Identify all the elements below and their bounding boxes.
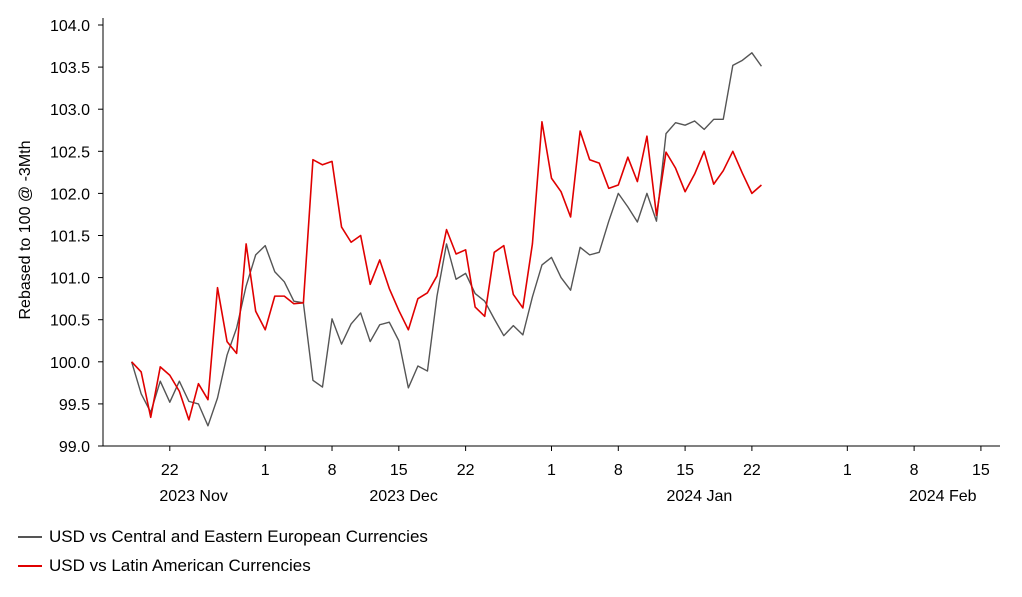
legend-label-latam: USD vs Latin American Currencies	[49, 555, 311, 575]
legend-label-cee: USD vs Central and Eastern European Curr…	[49, 526, 428, 546]
x-tick-label: 15	[676, 462, 694, 479]
legend-item-latam: USD vs Latin American Currencies	[18, 551, 428, 580]
y-tick-label: 99.5	[59, 397, 90, 414]
x-month-label: 2023 Dec	[369, 488, 438, 505]
x-tick-label: 22	[743, 462, 761, 479]
y-tick-label: 101.5	[50, 229, 90, 246]
x-tick-label: 8	[328, 462, 337, 479]
x-tick-label: 8	[614, 462, 623, 479]
y-axis-label: Rebased to 100 @ -3Mth	[17, 140, 34, 319]
x-tick-label: 15	[390, 462, 408, 479]
y-tick-label: 103.0	[50, 102, 90, 119]
x-month-label: 2024 Feb	[909, 488, 977, 505]
y-tick-label: 102.0	[50, 186, 90, 203]
y-axis: 99.0 99.5 100.0 100.5 101.0 101.5 102.0 102.5 10…	[50, 18, 104, 456]
x-tick-label: 22	[457, 462, 475, 479]
legend-item-cee: USD vs Central and Eastern European Curr…	[18, 522, 428, 551]
y-tick-label: 99.0	[59, 439, 90, 456]
series-line-latam	[131, 121, 762, 421]
x-axis: 22 1 8 15 22 1 8 15 22 1 8 15 2023 Nov 2023 Dec 2024 J…	[103, 445, 1000, 505]
y-tick-label: 100.0	[50, 355, 90, 372]
y-tick-label: 104.0	[50, 18, 90, 35]
x-month-label: 2023 Nov	[159, 488, 228, 505]
x-tick-label: 1	[547, 462, 556, 479]
y-tick-label: 101.0	[50, 271, 90, 288]
x-tick-label: 22	[161, 462, 179, 479]
series-line-cee	[130, 52, 763, 427]
y-tick-label: 100.5	[50, 313, 90, 330]
legend: USD vs Central and Eastern European Curr…	[18, 522, 428, 580]
x-month-label: 2024 Jan	[666, 488, 732, 505]
legend-swatch-latam	[18, 564, 42, 567]
series-layer	[130, 52, 763, 427]
x-tick-label: 8	[910, 462, 919, 479]
y-tick-label: 102.5	[50, 144, 90, 161]
legend-swatch-cee	[18, 535, 42, 538]
x-tick-label: 15	[972, 462, 990, 479]
x-tick-label: 1	[261, 462, 270, 479]
y-tick-label: 103.5	[50, 60, 90, 77]
x-tick-label: 1	[843, 462, 852, 479]
